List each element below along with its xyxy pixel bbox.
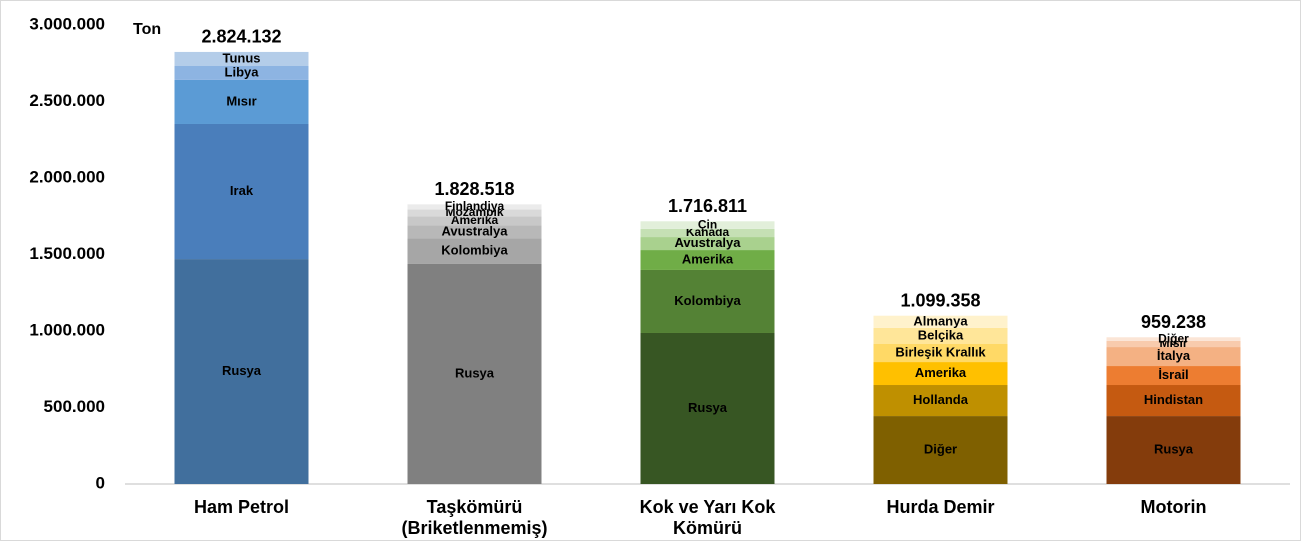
- total-label: 2.824.132: [201, 27, 281, 47]
- total-label: 959.238: [1141, 312, 1206, 332]
- y-tick-label: 1.000.000: [29, 320, 105, 339]
- segment-label: Birleşik Krallık: [895, 344, 986, 359]
- y-tick-label: 2.500.000: [29, 91, 105, 110]
- segment-label: Rusya: [455, 365, 495, 380]
- segment-label: Çin: [698, 217, 717, 231]
- x-tick-label: Taşkömürü: [427, 497, 523, 517]
- x-tick-label: Ham Petrol: [194, 497, 289, 517]
- segment-label: Hindistan: [1144, 392, 1203, 407]
- y-tick-label: 3.000.000: [29, 14, 105, 33]
- segment-label: Finlandiya: [445, 199, 505, 213]
- segment-label: Hollanda: [913, 392, 969, 407]
- x-tick-label: (Briketlenmemiş): [401, 518, 547, 538]
- segment-label: Libya: [225, 64, 260, 79]
- total-label: 1.099.358: [900, 291, 980, 311]
- y-axis-label: Ton: [133, 21, 161, 38]
- x-tick-label: Kok ve Yarı Kok: [640, 497, 777, 517]
- segment-label: Almanya: [913, 313, 968, 328]
- total-label: 1.828.518: [434, 179, 514, 199]
- x-tick-label: Motorin: [1141, 497, 1207, 517]
- segment-label: Amerika: [915, 365, 967, 380]
- x-tick-label: Hurda Demir: [886, 497, 994, 517]
- segment-label: Mısır: [226, 93, 256, 108]
- segment-label: Rusya: [688, 400, 728, 415]
- x-tick-label: Kömürü: [673, 518, 742, 538]
- segment-label: Diğer: [924, 441, 957, 456]
- y-tick-label: 500.000: [44, 397, 105, 416]
- chart: Ton 0 500.000 1.000.000 1.500.000 2.000.000 2…: [0, 0, 1301, 541]
- total-label: 1.716.811: [668, 196, 747, 216]
- y-tick-label: 2.000.000: [29, 167, 105, 186]
- segment-label: Diğer: [1158, 331, 1189, 345]
- segment-label: İtalya: [1157, 348, 1191, 363]
- segment-label: Kolombiya: [441, 242, 508, 257]
- segment-label: Belçika: [918, 327, 964, 342]
- segment-label: Tunus: [222, 50, 260, 65]
- segment-label: Amerika: [682, 251, 734, 266]
- y-tick-label: 0: [96, 473, 105, 492]
- segment-label: Rusya: [1154, 441, 1194, 456]
- y-tick-label: 1.500.000: [29, 244, 105, 263]
- segment-label: İsrail: [1158, 367, 1188, 382]
- segment-label: Rusya: [222, 363, 262, 378]
- segment-label: Irak: [230, 183, 254, 198]
- segment-label: Kolombiya: [674, 293, 741, 308]
